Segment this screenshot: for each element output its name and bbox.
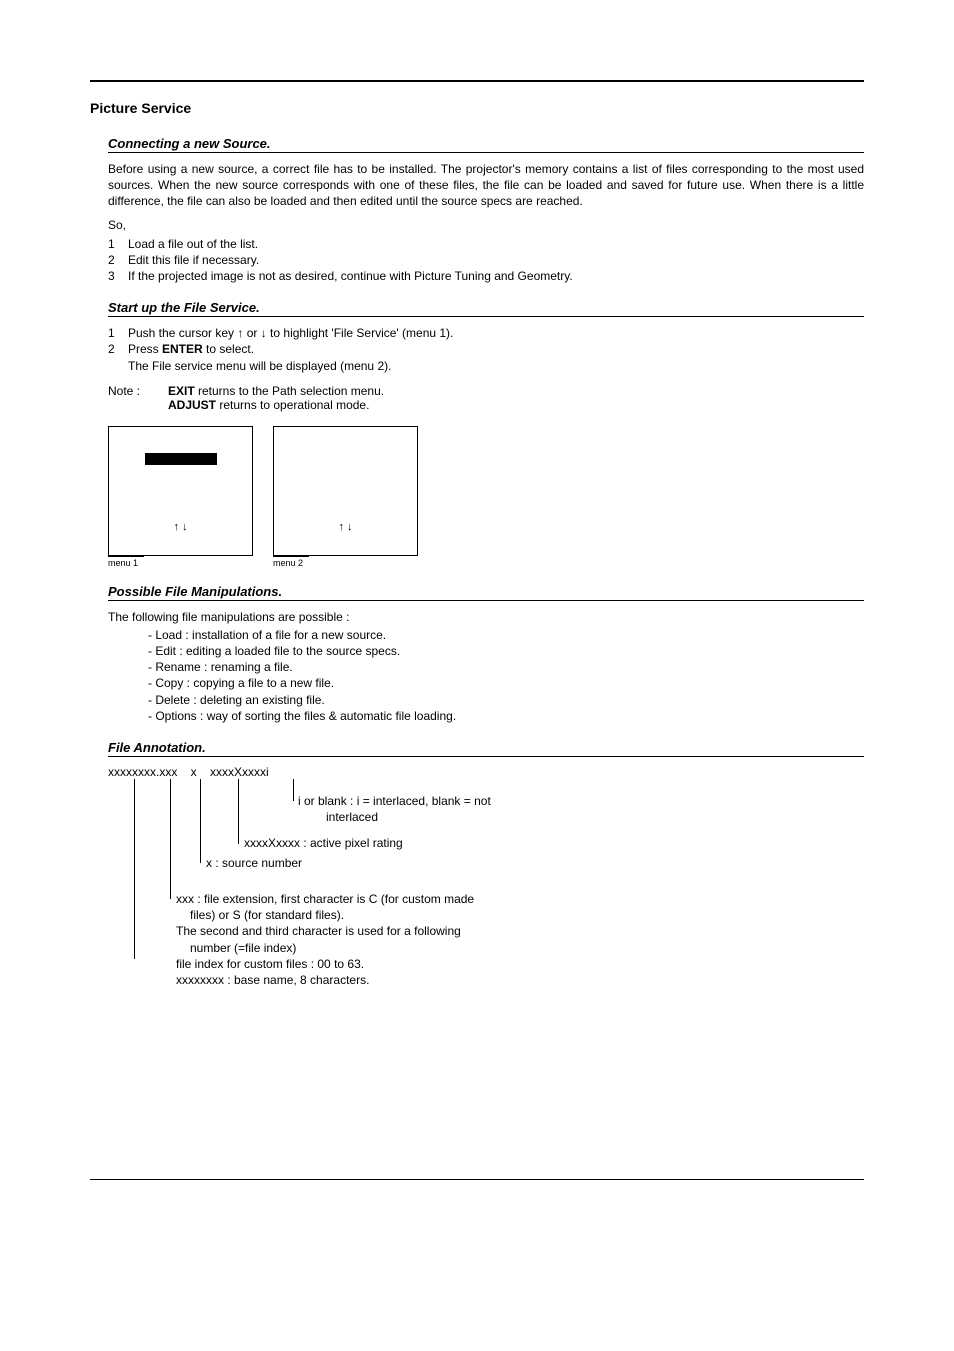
note-body: EXIT returns to the Path selection menu.… (168, 384, 384, 412)
note-exit-text: returns to the Path selection menu. (195, 384, 384, 398)
menu1-box: ↑ ↓ (108, 426, 253, 556)
vline-interlaced (293, 779, 294, 801)
annot-interlaced: i or blank : i = interlaced, blank = not… (298, 793, 491, 825)
step-num (108, 358, 128, 374)
step-num: 1 (108, 236, 128, 252)
menu1-caption: menu 1 (108, 556, 144, 568)
annot-pattern: xxxxxxxx.xxx x xxxxXxxxxi (108, 765, 864, 779)
annot-ext-2: files) or S (for standard files). (190, 907, 536, 923)
page: Picture Service Connecting a new Source.… (0, 0, 954, 1260)
step-num: 2 (108, 252, 128, 268)
menu2-caption: menu 2 (273, 556, 309, 568)
annot-interlaced-1: i or blank : i = interlaced, blank = not (298, 794, 491, 808)
heading-startup: Start up the File Service. (108, 300, 864, 317)
menu2-arrows: ↑ ↓ (274, 521, 417, 533)
annot-src: x : source number (206, 855, 302, 871)
vline-base (134, 779, 135, 959)
step-text: Edit this file if necessary. (128, 252, 259, 268)
step-num: 1 (108, 325, 128, 341)
heading-connecting: Connecting a new Source. (108, 136, 864, 153)
annot-ext-5: file index for custom files : 00 to 63. (176, 956, 536, 972)
annot-interlaced-2: interlaced (326, 810, 378, 824)
s1-so: So, (108, 218, 864, 232)
menu2-col: ↑ ↓ menu 2 (273, 426, 418, 568)
top-rule (90, 80, 864, 82)
note-adjust: ADJUST (168, 398, 216, 412)
step-text: Load a file out of the list. (128, 236, 258, 252)
s1-steps: 1Load a file out of the list. 2Edit this… (108, 236, 864, 285)
content: Connecting a new Source. Before using a … (108, 136, 864, 979)
annotation-diagram: xxxxxxxx.xxx x xxxxXxxxxi i or blank : i… (108, 765, 864, 979)
menu1-arrows: ↑ ↓ (109, 521, 252, 533)
menu1-col: ↑ ↓ menu 1 (108, 426, 253, 568)
s3-intro: The following file manipulations are pos… (108, 609, 864, 625)
s1-step: 2Edit this file if necessary. (108, 252, 864, 268)
heading-annotation: File Annotation. (108, 740, 864, 757)
menu-diagrams: ↑ ↓ menu 1 ↑ ↓ menu 2 (108, 426, 864, 568)
main-title: Picture Service (90, 100, 864, 116)
annot-ext-4: number (=file index) (190, 940, 536, 956)
list-item: - Load : installation of a file for a ne… (148, 627, 864, 643)
step-text: Push the cursor key ↑ or ↓ to highlight … (128, 325, 453, 341)
step-text: Press ENTER to select. (128, 341, 254, 357)
annot-pixel: xxxxXxxxx : active pixel rating (244, 835, 403, 851)
heading-manipulations: Possible File Manipulations. (108, 584, 864, 601)
list-item: - Edit : editing a loaded file to the so… (148, 643, 864, 659)
annot-body: i or blank : i = interlaced, blank = not… (108, 779, 864, 979)
annot-ext-1: xxx : file extension, first character is… (176, 891, 536, 907)
step-num: 3 (108, 268, 128, 284)
note-adjust-text: returns to operational mode. (216, 398, 369, 412)
step-text: If the projected image is not as desired… (128, 268, 573, 284)
bottom-rule (90, 1179, 864, 1180)
menu1-highlight (145, 453, 217, 465)
s3-list: - Load : installation of a file for a ne… (148, 627, 864, 724)
note-exit: EXIT (168, 384, 195, 398)
s2-step: 1Push the cursor key ↑ or ↓ to highlight… (108, 325, 864, 341)
menu2-box: ↑ ↓ (273, 426, 418, 556)
s2-step: 2Press ENTER to select. (108, 341, 864, 357)
s2-steps: 1Push the cursor key ↑ or ↓ to highlight… (108, 325, 864, 374)
annot-ext: xxx : file extension, first character is… (176, 891, 536, 988)
vline-ext (170, 779, 171, 899)
note-label: Note : (108, 384, 168, 412)
s1-intro: Before using a new source, a correct fil… (108, 161, 864, 210)
vline-pixel (238, 779, 239, 844)
list-item: - Delete : deleting an existing file. (148, 692, 864, 708)
annot-ext-3: The second and third character is used f… (176, 923, 536, 939)
s1-step: 3If the projected image is not as desire… (108, 268, 864, 284)
note: Note : EXIT returns to the Path selectio… (108, 384, 864, 412)
list-item: - Copy : copying a file to a new file. (148, 675, 864, 691)
step-text: The File service menu will be displayed … (128, 358, 391, 374)
step-num: 2 (108, 341, 128, 357)
s1-step: 1Load a file out of the list. (108, 236, 864, 252)
list-item: - Rename : renaming a file. (148, 659, 864, 675)
vline-src (200, 779, 201, 863)
list-item: - Options : way of sorting the files & a… (148, 708, 864, 724)
annot-base: xxxxxxxx : base name, 8 characters. (176, 972, 536, 988)
s2-sub: The File service menu will be displayed … (108, 358, 864, 374)
